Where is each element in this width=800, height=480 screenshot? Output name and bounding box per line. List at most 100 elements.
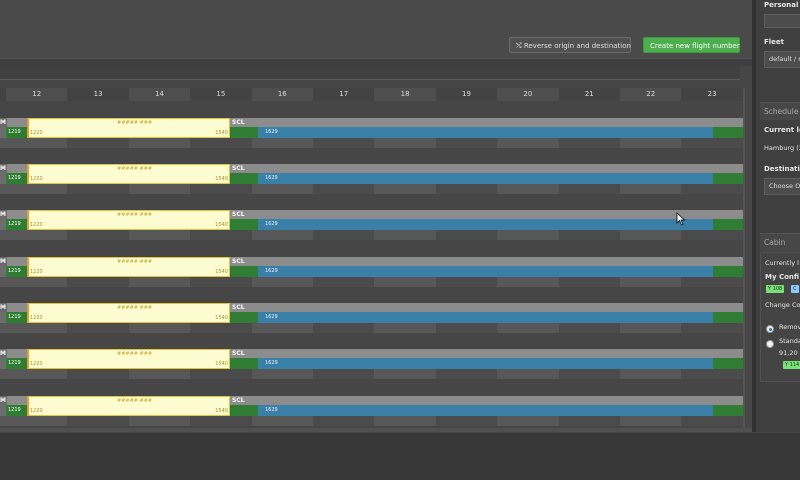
arrival-time: 1540 <box>215 130 228 136</box>
economy-seats-badge: Y 108 <box>766 285 785 293</box>
shuffle-icon: ⤭ <box>516 42 524 50</box>
previous-turnaround-block[interactable]: 1219 <box>6 358 27 369</box>
destination-select[interactable]: Choose O <box>764 178 800 195</box>
departure-time: 1220 <box>30 176 43 182</box>
return-departure-time: 1629 <box>265 175 278 181</box>
remove-option-radio[interactable] <box>766 325 774 333</box>
previous-arrival-time: 1219 <box>8 268 21 274</box>
return-flight-bar[interactable] <box>258 173 713 184</box>
row-hour-shade <box>190 184 252 194</box>
previous-turnaround-block[interactable]: 1219 <box>6 266 27 277</box>
schedule-row[interactable]: M 1219 ##### ### 1220 1540 SCL 1629 <box>0 349 744 379</box>
end-ground-block[interactable] <box>713 358 744 369</box>
row-top-track <box>0 303 744 312</box>
hour-label: 23 <box>707 90 717 98</box>
row-hour-shade <box>435 416 498 426</box>
row-top-track <box>0 164 744 173</box>
vertical-scrollbar[interactable] <box>743 88 745 428</box>
row-left-label: M <box>0 210 7 219</box>
ground-time-block[interactable] <box>230 266 258 277</box>
flight-number-label: ##### ### <box>117 166 153 172</box>
row-hour-shade <box>681 369 743 379</box>
end-ground-block[interactable] <box>713 312 744 323</box>
row-left-label: M <box>0 257 7 266</box>
return-flight-bar[interactable] <box>258 358 713 369</box>
arrival-time: 1540 <box>215 315 228 321</box>
previous-turnaround-block[interactable]: 1219 <box>6 219 27 230</box>
previous-turnaround-block[interactable]: 1219 <box>6 312 27 323</box>
return-departure-time: 1629 <box>265 360 278 366</box>
end-ground-block[interactable] <box>713 405 744 416</box>
hour-shade <box>190 88 252 101</box>
row-hour-shade <box>681 277 743 287</box>
ground-time-block[interactable] <box>230 127 258 138</box>
personal-input[interactable] <box>764 14 800 28</box>
row-top-track <box>0 210 744 219</box>
flight-number-label: ##### ### <box>117 212 153 218</box>
return-flight-bar[interactable] <box>258 405 713 416</box>
schedule-row[interactable]: M 1219 ##### ### 1220 1540 SCL 1629 <box>0 164 744 194</box>
cabin-section-header[interactable]: Cabin <box>760 233 800 251</box>
row-hour-shade <box>435 369 498 379</box>
ground-time-block[interactable] <box>230 312 258 323</box>
previous-arrival-time: 1219 <box>8 129 21 135</box>
row-hour-shade <box>558 416 620 426</box>
hour-label: 21 <box>584 90 594 98</box>
arrival-time: 1540 <box>215 269 228 275</box>
flight-block[interactable]: ##### ### 1220 1540 <box>27 164 230 184</box>
row-hour-shade <box>190 323 252 333</box>
row-top-track <box>0 349 744 358</box>
row-hour-shade <box>313 138 375 148</box>
hour-label: 12 <box>32 90 42 98</box>
reverse-button-label: Reverse origin and destination <box>523 42 631 50</box>
return-flight-bar[interactable] <box>258 312 713 323</box>
schedule-row[interactable]: M 1219 ##### ### 1220 1540 SCL 1629 <box>0 257 744 287</box>
row-hour-shade <box>435 277 498 287</box>
fleet-select[interactable]: default / r <box>764 51 800 68</box>
standard-option-radio[interactable] <box>766 340 774 348</box>
hour-shade <box>67 88 129 101</box>
row-hour-shade <box>190 230 252 240</box>
previous-turnaround-block[interactable]: 1219 <box>6 173 27 184</box>
schedule-section-header[interactable]: Schedule <box>760 102 800 120</box>
schedule-main-area: ⤭ Reverse origin and destination Create … <box>0 37 752 428</box>
ground-time-block[interactable] <box>230 358 258 369</box>
return-departure-time: 1629 <box>265 129 278 135</box>
flight-block[interactable]: ##### ### 1220 1540 <box>27 210 230 230</box>
fleet-label: Fleet <box>764 38 785 46</box>
ground-time-block[interactable] <box>230 173 258 184</box>
row-hour-shade <box>313 277 375 287</box>
flight-block[interactable]: ##### ### 1220 1540 <box>27 303 230 323</box>
ground-time-block[interactable] <box>230 219 258 230</box>
schedule-row[interactable]: M 1219 ##### ### 1220 1540 SCL 1629 <box>0 303 744 333</box>
previous-turnaround-block[interactable]: 1219 <box>6 127 27 138</box>
ground-time-block[interactable] <box>230 405 258 416</box>
reverse-origin-destination-button[interactable]: ⤭ Reverse origin and destination <box>509 37 631 53</box>
previous-turnaround-block[interactable]: 1219 <box>6 405 27 416</box>
flight-block[interactable]: ##### ### 1220 1540 <box>27 396 230 416</box>
return-flight-bar[interactable] <box>258 127 713 138</box>
page-footer <box>0 432 800 480</box>
flight-block[interactable]: ##### ### 1220 1540 <box>27 349 230 369</box>
schedule-row[interactable]: M 1219 ##### ### 1220 1540 SCL 1629 <box>0 118 744 148</box>
end-ground-block[interactable] <box>713 127 744 138</box>
end-ground-block[interactable] <box>713 173 744 184</box>
flight-block[interactable]: ##### ### 1220 1540 <box>27 257 230 277</box>
end-ground-block[interactable] <box>713 219 744 230</box>
row-hour-shade <box>313 369 375 379</box>
hour-label: 19 <box>462 90 471 98</box>
return-flight-bar[interactable] <box>258 266 713 277</box>
flight-block[interactable]: ##### ### 1220 1540 <box>27 118 230 138</box>
row-hour-shade <box>67 230 129 240</box>
row-hour-shade <box>67 416 129 426</box>
row-left-label: M <box>0 303 7 312</box>
row-hour-shade <box>67 184 129 194</box>
current-location-label: Current lo <box>764 126 800 134</box>
schedule-row[interactable]: M 1219 ##### ### 1220 1540 SCL 1629 <box>0 210 744 240</box>
return-flight-bar[interactable] <box>258 219 713 230</box>
create-flight-number-button[interactable]: Create new flight number <box>643 37 740 53</box>
row-hour-shade <box>558 138 620 148</box>
departure-time: 1220 <box>30 269 43 275</box>
end-ground-block[interactable] <box>713 266 744 277</box>
schedule-row[interactable]: M 1219 ##### ### 1220 1540 SCL 1629 <box>0 396 744 426</box>
